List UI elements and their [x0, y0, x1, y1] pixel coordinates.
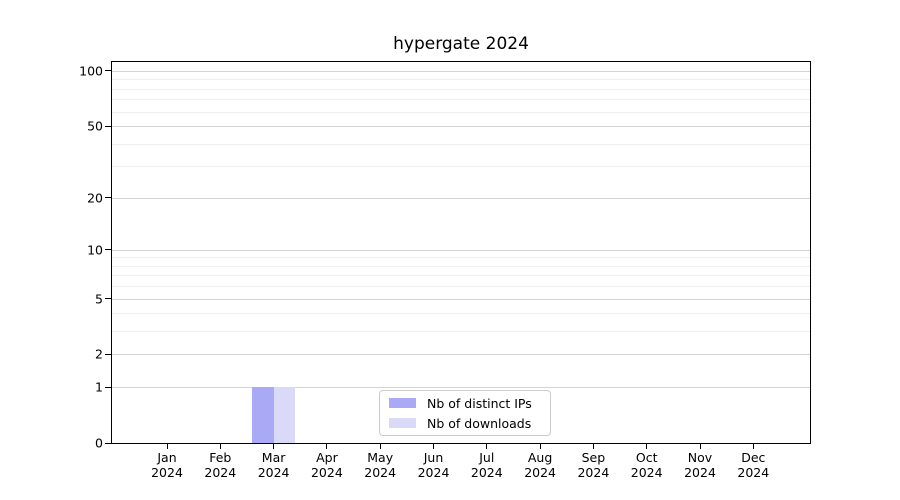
x-tick-month: Jun: [423, 450, 444, 465]
x-tick-label: Oct 2024: [615, 450, 679, 480]
x-tick-year: 2024: [684, 465, 716, 480]
x-tick-label: Apr 2024: [295, 450, 359, 480]
legend: Nb of distinct IPs Nb of downloads: [379, 390, 551, 436]
x-tick-year: 2024: [364, 465, 397, 480]
plot-area: Nb of distinct IPs Nb of downloads: [111, 61, 811, 444]
x-tick-month: Jan: [157, 450, 177, 465]
minor-gridline: [112, 313, 810, 315]
x-tick-month: Aug: [527, 450, 553, 465]
major-gridline: [112, 126, 810, 128]
y-tick-label: 10: [87, 242, 103, 258]
y-tick-label: 1: [95, 379, 103, 395]
minor-gridline: [112, 257, 810, 259]
x-tick-month: Dec: [741, 450, 766, 465]
y-tick-label: 2: [95, 346, 103, 362]
major-gridline: [112, 387, 810, 389]
minor-gridline: [112, 286, 810, 288]
legend-entry-downloads: Nb of downloads: [380, 415, 550, 431]
x-tick-year: 2024: [577, 465, 610, 480]
minor-gridline: [112, 331, 810, 333]
x-tick-month: Oct: [635, 450, 658, 465]
minor-gridline: [112, 99, 810, 101]
x-tick-label: Feb 2024: [188, 450, 252, 480]
x-tick-label: Dec 2024: [721, 450, 785, 480]
major-gridline: [112, 354, 810, 356]
legend-label-downloads: Nb of downloads: [427, 415, 532, 431]
x-tick-year: 2024: [257, 465, 290, 480]
x-tick-year: 2024: [151, 465, 183, 480]
bar-nb-of-downloads: [273, 387, 296, 443]
x-tick-month: Feb: [209, 450, 232, 465]
minor-gridline: [112, 111, 810, 113]
x-tick-month: Jul: [479, 450, 495, 465]
x-tick-month: Nov: [687, 450, 713, 465]
legend-label-distinct-ips: Nb of distinct IPs: [427, 395, 532, 411]
x-tick-label: Mar 2024: [242, 450, 306, 480]
x-tick-label: Jun 2024: [402, 450, 466, 480]
x-tick-label: Nov 2024: [668, 450, 732, 480]
minor-gridline: [112, 166, 810, 168]
x-tick-label: Jul 2024: [455, 450, 519, 480]
y-tick-label: 50: [87, 118, 103, 134]
x-tick-label: Jan 2024: [135, 450, 199, 480]
x-tick-year: 2024: [204, 465, 237, 480]
bar-nb-of-distinct-ips: [252, 387, 274, 443]
legend-swatch-downloads: [389, 418, 416, 428]
minor-gridline: [112, 79, 810, 81]
chart-title: hypergate 2024: [393, 34, 529, 54]
minor-gridline: [112, 143, 810, 145]
major-gridline: [112, 197, 810, 199]
x-tick-month: Apr: [316, 450, 338, 465]
x-tick-year: 2024: [737, 465, 770, 480]
minor-gridline: [112, 275, 810, 277]
major-gridline: [112, 249, 810, 251]
x-tick-month: May: [367, 450, 394, 465]
y-tick-label: 0: [95, 435, 103, 451]
y-tick-label: 20: [87, 190, 103, 206]
x-tick-year: 2024: [630, 465, 663, 480]
x-tick-year: 2024: [470, 465, 503, 480]
legend-swatch-distinct-ips: [389, 398, 416, 408]
x-tick-year: 2024: [417, 465, 450, 480]
major-gridline: [112, 70, 810, 72]
y-tick-label: 5: [95, 291, 103, 307]
legend-entry-distinct-ips: Nb of distinct IPs: [380, 395, 550, 411]
major-gridline: [112, 298, 810, 300]
x-tick-month: Sep: [581, 450, 606, 465]
x-tick-label: Aug 2024: [508, 450, 572, 480]
y-tick-label: 100: [79, 63, 103, 79]
x-tick-month: Mar: [261, 450, 286, 465]
minor-gridline: [112, 265, 810, 267]
x-tick-label: Sep 2024: [561, 450, 625, 480]
minor-gridline: [112, 88, 810, 90]
x-tick-year: 2024: [310, 465, 343, 480]
x-tick-year: 2024: [524, 465, 556, 480]
x-tick-label: May 2024: [348, 450, 412, 480]
